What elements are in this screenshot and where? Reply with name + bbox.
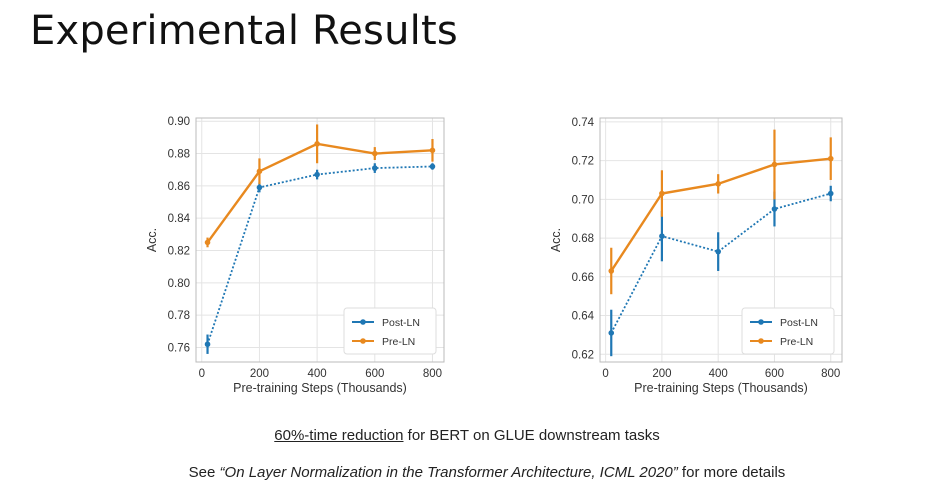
chart-left-svg: 0.76 0.78 0.80 0.82 0.84 0.86 0.88 0.90 0 200 400 6… (145, 116, 445, 395)
c0-ytick-label-4: 0.84 (168, 213, 191, 225)
c0-series-post-ln-point-0 (204, 341, 211, 348)
c1-x-axis-label: Pre-training Steps (Thousands) (634, 381, 808, 395)
c0-series-pre-ln-point-3 (371, 150, 378, 157)
c1-ytick-label-1: 0.64 (572, 311, 595, 323)
c0-series-post-ln-point-1 (256, 184, 263, 191)
c1-series-post-ln-line (610, 192, 831, 334)
c1-series-pre-ln-point-1 (659, 190, 665, 197)
c1-series-post-ln-point-1 (659, 233, 665, 239)
c1-y-axis-label: Acc. (549, 228, 563, 252)
c1-legend-pre-ln-label: Pre-LN (780, 336, 813, 348)
c0-legend-pre-ln-marker (360, 338, 366, 344)
c1-ytick-label-5: 0.72 (572, 156, 594, 168)
caption-highlight: 60%-time reduction (274, 427, 404, 444)
c1-series-pre-ln-point-2 (715, 181, 721, 187)
c1-legend-pre-ln-marker (758, 338, 764, 344)
c0-ytick-label-2: 0.80 (168, 278, 190, 290)
c0-series-post-ln-point-2 (314, 171, 320, 178)
c1-series-post-ln-point-3 (771, 206, 778, 212)
c1-xtick-label-2: 400 (709, 368, 728, 380)
c0-xtick-label-1: 200 (250, 368, 269, 380)
c1-series-pre-ln-point-3 (771, 161, 778, 168)
c0-ytick-label-7: 0.90 (168, 116, 190, 128)
c0-series-pre-ln-point-1 (256, 168, 263, 175)
c1-series-pre-ln-point-4 (827, 155, 834, 162)
c1-xtick-label-4: 800 (821, 368, 840, 380)
c0-series-post-ln-point-3 (371, 165, 378, 171)
c1-ytick-label-4: 0.70 (572, 194, 594, 206)
c1-ytick-label-6: 0.74 (572, 117, 595, 129)
chart-acc-left: 0.76 0.78 0.80 0.82 0.84 0.86 0.88 0.90 0 200 400 6… (140, 110, 456, 395)
c1-xtick-label-1: 200 (652, 368, 671, 380)
c0-ytick-label-0: 0.76 (168, 342, 190, 354)
reference-citation: “On Layer Normalization in the Transform… (219, 464, 678, 481)
c0-ytick-label-3: 0.82 (168, 246, 190, 258)
c1-series-post-ln-point-2 (715, 248, 721, 255)
c0-x-axis-label: Pre-training Steps (Thousands) (233, 381, 407, 395)
c1-xtick-label-3: 600 (765, 368, 784, 380)
c1-legend-box (741, 307, 835, 355)
c0-series-pre-ln-point-4 (429, 147, 436, 154)
c0-series-post-ln-point-4 (429, 163, 436, 170)
c1-ytick-label-3: 0.68 (572, 233, 594, 245)
c1-plot-frame (599, 117, 843, 363)
result-caption: 60%-time reduction for BERT on GLUE down… (0, 427, 934, 444)
reference-note: See “On Layer Normalization in the Trans… (20, 464, 934, 481)
c0-ytick-label-6: 0.88 (168, 149, 190, 161)
c0-legend-post-ln-marker (360, 319, 366, 325)
c1-ytick-label-0: 0.62 (572, 349, 594, 361)
c0-y-axis-label: Acc. (145, 228, 159, 252)
chart-right-svg: 0.62 0.64 0.66 0.68 0.70 0.72 0.74 0 200 400 600 80… (549, 117, 843, 395)
c1-series-pre-ln-point-0 (608, 268, 615, 274)
c0-xtick-label-2: 400 (308, 368, 327, 380)
c0-legend-post-ln-label: Post-LN (382, 317, 420, 329)
c0-legend-box (343, 307, 437, 355)
c0-ytick-label-5: 0.86 (168, 181, 190, 193)
slide-title: Experimental Results (30, 8, 458, 54)
reference-suffix: for more details (677, 464, 786, 481)
c0-plot-frame (195, 117, 445, 363)
c1-series-post-ln-point-0 (608, 330, 615, 336)
caption-rest: for BERT on GLUE downstream tasks (403, 427, 660, 444)
c1-xtick-label-0: 0 (602, 368, 608, 380)
c0-ytick-label-1: 0.78 (168, 310, 190, 322)
chart-acc-right: 0.62 0.64 0.66 0.68 0.70 0.72 0.74 0 200 400 600 80… (548, 110, 852, 395)
c1-ytick-label-2: 0.66 (572, 272, 594, 284)
c0-series-pre-ln-point-2 (314, 141, 320, 147)
c1-legend-post-ln-label: Post-LN (780, 317, 818, 329)
c0-legend-pre-ln-label: Pre-LN (382, 336, 415, 348)
c0-xtick-label-3: 600 (365, 368, 384, 380)
c0-series-pre-ln-point-0 (204, 239, 211, 246)
c1-series-post-ln-point-4 (827, 190, 834, 197)
c1-legend-post-ln-marker (758, 319, 764, 325)
c0-xtick-label-0: 0 (199, 368, 205, 380)
c0-xtick-label-4: 800 (423, 368, 442, 380)
reference-prefix: See (188, 464, 220, 481)
